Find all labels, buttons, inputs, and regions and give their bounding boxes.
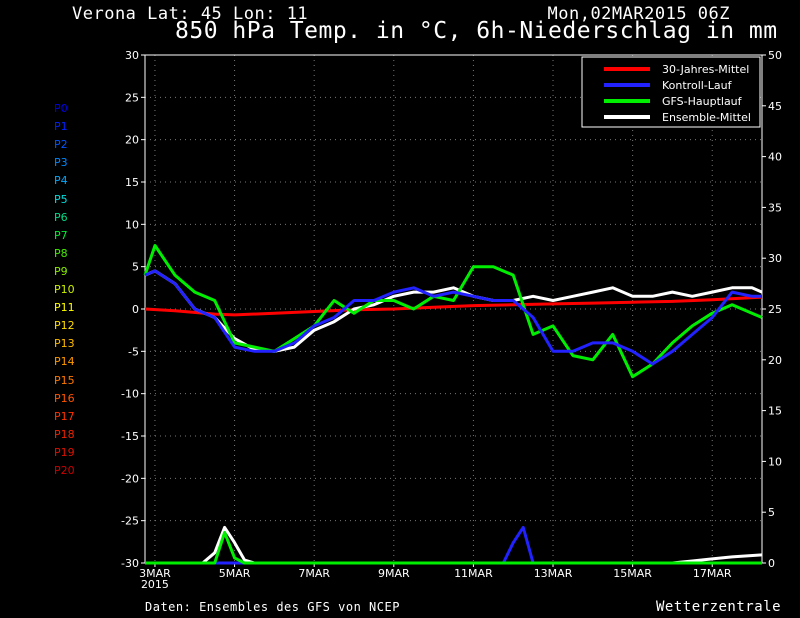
x-tick-label: 13MAR xyxy=(534,567,573,580)
y-left-tick-label: -15 xyxy=(121,430,139,443)
series-line xyxy=(145,525,763,565)
y-right-tick-label: 40 xyxy=(768,151,782,164)
member-label-p0: P0 xyxy=(54,102,68,115)
member-label-p19: P19 xyxy=(54,445,75,459)
x-tick-label: 17MAR xyxy=(693,567,732,580)
y-right-tick-label: 30 xyxy=(768,252,782,265)
brand-text: Wetterzentrale xyxy=(656,599,782,615)
member-label-p13: P13 xyxy=(54,337,75,351)
x-tick-label: 5MAR xyxy=(219,567,251,580)
chart-title: 850 hPa Temp. in °C, 6h-Niederschlag in … xyxy=(175,18,778,44)
x-tick-label: 7MAR xyxy=(298,567,330,580)
data-source-text: Daten: Ensembles des GFS von NCEP xyxy=(145,600,400,614)
y-left-tick-label: -25 xyxy=(121,515,139,528)
member-label-p20: P20 xyxy=(54,464,75,477)
member-label-p10: P10 xyxy=(54,283,75,296)
legend-label: Kontroll-Lauf xyxy=(662,79,733,92)
y-left-tick-label: 15 xyxy=(125,176,139,189)
member-label-p8: P8 xyxy=(54,246,68,260)
y-left-tick-label: -30 xyxy=(121,557,139,570)
y-right-tick-label: 45 xyxy=(768,100,782,113)
series-line xyxy=(144,269,763,353)
y-left-tick-label: 25 xyxy=(125,91,139,104)
x-tick-label: 15MAR xyxy=(613,567,652,580)
y-right-tick-label: 0 xyxy=(768,557,775,570)
member-label-p2: P2 xyxy=(54,138,68,152)
y-right-tick-label: 50 xyxy=(768,49,782,62)
member-label-p4: P4 xyxy=(54,174,68,188)
y-right-tick-label: 25 xyxy=(768,303,782,316)
member-label-p12: P12 xyxy=(54,319,75,333)
member-label-p7: P7 xyxy=(54,228,68,242)
member-label-p15: P15 xyxy=(54,373,75,387)
y-left-tick-label: 10 xyxy=(125,218,139,231)
member-label-p9: P9 xyxy=(54,264,68,278)
y-right-tick-label: 35 xyxy=(768,201,782,214)
y-left-tick-label: 0 xyxy=(132,303,139,316)
series-line xyxy=(144,269,762,366)
member-label-p16: P16 xyxy=(54,391,75,405)
member-label-p11: P11 xyxy=(54,301,75,315)
member-label-p3: P3 xyxy=(54,156,68,170)
x-tick-label: 9MAR xyxy=(378,567,410,580)
member-label-p6: P6 xyxy=(54,210,68,224)
member-label-p1: P1 xyxy=(54,120,68,134)
series-line xyxy=(143,244,763,379)
member-label-p14: P14 xyxy=(54,355,75,369)
location-header: Verona Lat: 45 Lon: 11 xyxy=(72,4,309,24)
y-left-tick-label: -20 xyxy=(121,472,139,485)
y-left-tick-label: 5 xyxy=(132,261,139,274)
x-tick-label: 11MAR xyxy=(454,567,493,580)
y-right-tick-label: 15 xyxy=(768,405,782,418)
y-left-tick-label: 20 xyxy=(125,134,139,147)
x-tick-label: 3MAR xyxy=(139,567,171,580)
x-tick-sublabel: 2015 xyxy=(141,578,169,591)
series-line xyxy=(145,531,762,565)
y-right-tick-label: 20 xyxy=(768,354,782,367)
member-label-p5: P5 xyxy=(54,192,68,206)
y-right-tick-label: 10 xyxy=(768,455,782,468)
y-left-tick-label: -5 xyxy=(128,345,139,358)
series-line xyxy=(144,295,763,317)
legend-label: GFS-Hauptlauf xyxy=(662,95,743,108)
y-left-tick-label: 30 xyxy=(125,49,139,62)
member-label-p18: P18 xyxy=(54,427,75,441)
y-right-tick-label: 5 xyxy=(768,506,775,519)
plot-frame xyxy=(144,54,763,564)
member-label-p17: P17 xyxy=(54,409,75,423)
run-time-header: Mon,02MAR2015 06Z xyxy=(547,4,730,24)
legend-label: 30-Jahres-Mittel xyxy=(662,63,749,76)
legend-label: Ensemble-Mittel xyxy=(662,111,751,124)
y-left-tick-label: -10 xyxy=(121,388,139,401)
